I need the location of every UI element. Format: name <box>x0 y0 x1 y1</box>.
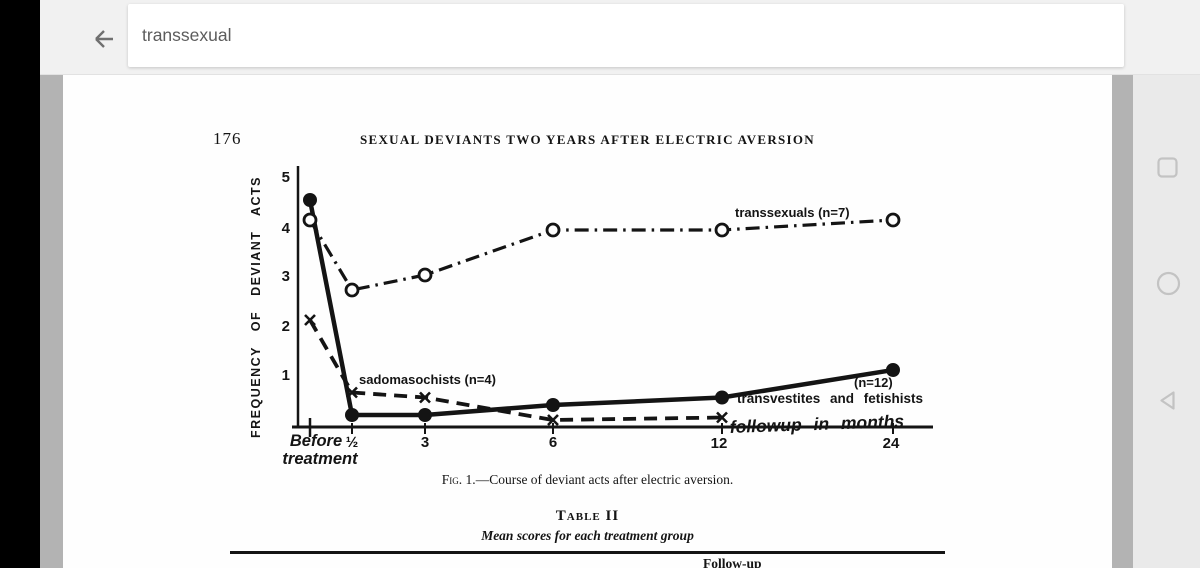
figure-caption: Fig. 1.—Course of deviant acts after ele… <box>63 472 1112 488</box>
back-arrow-button[interactable] <box>90 25 118 53</box>
y-axis-title: FREQUENCY OF DEVIANT ACTS <box>249 176 263 438</box>
document-page[interactable]: 176 SEXUAL DEVIANTS TWO YEARS AFTER ELEC… <box>63 75 1112 568</box>
filled-circle-marker <box>418 408 432 422</box>
arrow-left-icon <box>95 30 113 48</box>
page-number: 176 <box>213 129 242 148</box>
chart-series-markers <box>302 193 901 426</box>
back-nav-button[interactable] <box>1156 389 1179 415</box>
label-sadomasochists: sadomasochists (n=4) <box>359 372 496 387</box>
table-column-header-partial: Follow-up <box>703 556 762 568</box>
chart-axes <box>292 166 933 437</box>
figure-caption-prefix: Fig. 1. <box>441 472 476 487</box>
series-line-transvestites-and-fetishists <box>307 199 894 418</box>
y-tick-label-1: 1 <box>282 367 290 384</box>
filled-circle-marker <box>715 390 729 405</box>
home-button[interactable] <box>1156 271 1181 299</box>
open-circle-marker <box>417 267 433 283</box>
x-label-half: ½ <box>346 434 359 451</box>
label-transvestites: transvestites and fetishists <box>737 391 923 406</box>
open-circle-marker <box>714 222 730 238</box>
x-label-treatment: treatment <box>282 450 359 468</box>
open-circle-marker <box>344 282 360 298</box>
x-label-before: Before <box>290 432 342 450</box>
x-marker <box>346 386 358 399</box>
y-tick-label-4: 4 <box>282 220 291 237</box>
table-label: Table II <box>555 508 620 524</box>
chart-series-lines <box>307 199 894 422</box>
search-input[interactable] <box>128 25 1089 46</box>
open-circle-marker <box>545 222 561 238</box>
y-tick-label-2: 2 <box>282 318 290 335</box>
square-icon <box>1157 157 1178 178</box>
triangle-left-icon <box>1160 391 1175 410</box>
viewer-right-scroll-strip <box>1112 75 1133 568</box>
x-axis-annotation: followup in months <box>729 411 904 437</box>
y-tick-label-3: 3 <box>282 268 290 285</box>
filled-circle-marker <box>886 363 900 377</box>
label-transvestites-n: (n=12) <box>854 375 893 390</box>
x-marker <box>716 411 728 424</box>
screen-edge-black-strip <box>0 0 40 568</box>
filled-circle-marker <box>546 398 560 412</box>
recents-button[interactable] <box>1156 156 1179 182</box>
x-label-6: 6 <box>549 434 557 451</box>
x-marker <box>419 391 431 404</box>
figure-1-chart: 5 4 3 2 1 FREQUENCY OF DEVIANT ACTS Befo… <box>249 166 933 468</box>
filled-circle-marker <box>345 408 359 422</box>
search-bar[interactable] <box>128 4 1124 67</box>
search-topbar <box>40 0 1200 75</box>
circle-icon <box>1156 271 1181 296</box>
android-nav-bar <box>1133 75 1200 568</box>
x-marker <box>547 414 559 426</box>
y-tick-label-5: 5 <box>282 169 290 186</box>
x-marker <box>304 314 316 326</box>
viewer-left-gutter <box>40 75 63 568</box>
series-line-sadomasochists <box>308 319 723 422</box>
table-subtitle: Mean scores for each treatment group <box>481 528 694 543</box>
series-line-transsexuals <box>308 218 894 292</box>
x-label-24: 24 <box>883 435 900 452</box>
label-transsexuals: transsexuals (n=7) <box>735 205 850 220</box>
table-top-rule <box>230 551 945 554</box>
x-label-12: 12 <box>711 435 728 452</box>
filled-circle-marker <box>303 193 317 207</box>
open-circle-marker <box>302 212 318 228</box>
open-circle-marker <box>885 212 901 228</box>
x-label-3: 3 <box>421 434 429 451</box>
running-header: SEXUAL DEVIANTS TWO YEARS AFTER ELECTRIC… <box>359 132 815 147</box>
figure-caption-rest: —Course of deviant acts after electric a… <box>475 472 734 487</box>
